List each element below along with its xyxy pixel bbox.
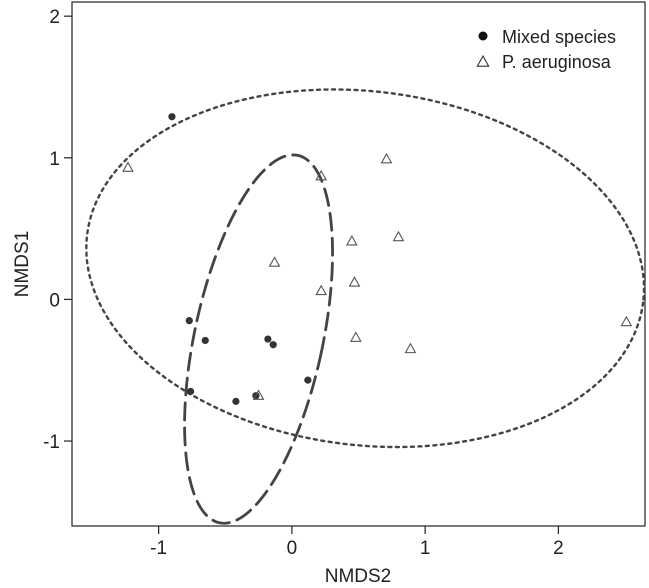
mixed-species-point <box>201 336 209 345</box>
p-aeruginosa-point <box>380 152 393 164</box>
legend: Mixed species P. aeruginosa <box>476 27 616 72</box>
x-tick-label: 0 <box>287 538 298 559</box>
p-aeruginosa-point <box>392 230 405 242</box>
p-aeruginosa-ellipse <box>85 88 645 449</box>
x-tick-label: 1 <box>420 538 431 559</box>
data-points <box>122 113 633 405</box>
y-tick-label: -1 <box>43 432 60 453</box>
y-tick-label: 1 <box>49 149 60 170</box>
mixed-species-point <box>185 317 193 325</box>
p-aeruginosa-point <box>315 284 328 296</box>
legend-marker-triangle <box>476 54 490 67</box>
p-aeruginosa-point <box>345 235 358 246</box>
legend-label: P. aeruginosa <box>502 52 612 72</box>
confidence-ellipses <box>85 88 645 525</box>
y-tick-label: 0 <box>49 290 60 311</box>
mixed-species-point <box>232 397 240 405</box>
x-tick-label: 2 <box>553 538 564 559</box>
mixed-species-point <box>186 387 195 396</box>
mixed-species-point <box>269 341 277 349</box>
p-aeruginosa-point <box>620 315 633 327</box>
p-aeruginosa-point <box>348 276 361 287</box>
p-aeruginosa-point <box>315 169 328 181</box>
mixed-species-ellipse <box>183 153 334 525</box>
y-axis-label: NMDS1 <box>12 231 33 298</box>
x-tick-label: -1 <box>150 538 167 559</box>
x-axis-label: NMDS2 <box>325 566 392 587</box>
legend-label: Mixed species <box>502 27 616 47</box>
mixed-species-point <box>264 335 272 343</box>
p-aeruginosa-point <box>122 161 134 172</box>
y-axis: -1 0 1 2 <box>43 7 72 453</box>
p-aeruginosa-point <box>268 256 281 267</box>
p-aeruginosa-point <box>252 389 265 400</box>
x-axis: -1 0 1 2 <box>150 526 564 559</box>
y-tick-label: 2 <box>49 7 60 28</box>
plot-frame <box>71 1 646 527</box>
p-aeruginosa-point <box>349 331 362 342</box>
mixed-species-point <box>304 376 312 384</box>
legend-marker-circle <box>478 31 488 41</box>
p-aeruginosa-point <box>404 342 417 354</box>
mixed-species-point <box>168 113 176 121</box>
